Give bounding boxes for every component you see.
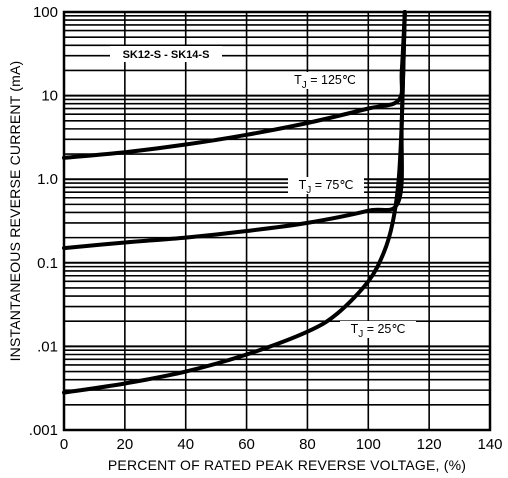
x-tick-label: 0 <box>60 436 68 453</box>
series-label-2: TJ = 25℃ <box>351 322 406 340</box>
x-tick-label: 120 <box>417 436 442 453</box>
y-tick-label: .01 <box>37 338 58 355</box>
model-label-background <box>110 46 222 62</box>
y-tick-label: 1.0 <box>37 171 58 188</box>
x-tick-label: 140 <box>477 436 502 453</box>
grid <box>64 12 490 430</box>
series-label-background <box>340 321 416 338</box>
x-tick-label: 100 <box>356 436 381 453</box>
plot-frame <box>62 10 492 432</box>
x-tick-label: 20 <box>117 436 134 453</box>
y-tick-label: 100 <box>33 4 58 21</box>
series-label-background <box>283 72 367 89</box>
series-line-2 <box>62 10 407 395</box>
x-tick-label: 60 <box>238 436 255 453</box>
series-label-1: TJ = 75℃ <box>299 178 354 196</box>
plot-border <box>62 10 492 432</box>
series-label-background <box>288 177 364 194</box>
x-axis-title: PERCENT OF RATED PEAK REVERSE VOLTAGE, (… <box>108 457 466 473</box>
x-tick-label: 40 <box>177 436 194 453</box>
y-axis-title: INSTANTANEOUS REVERSE CURRENT (mA) <box>7 61 23 362</box>
y-tick-label: .001 <box>29 422 58 439</box>
labels: SK12-S - SK14-S TJ = 125℃ TJ = 75℃ TJ = 25… <box>110 46 416 340</box>
series-group <box>62 10 407 395</box>
series-label-0: TJ = 125℃ <box>294 73 356 91</box>
x-tick-label: 80 <box>299 436 316 453</box>
tick-labels: 0 20 40 60 80 100 120 140 .001 .01 0.1 1.0 10 100 <box>29 4 503 453</box>
model-label: SK12-S - SK14-S <box>123 49 210 61</box>
y-tick-label: 0.1 <box>37 255 58 272</box>
y-tick-label: 10 <box>41 88 58 105</box>
